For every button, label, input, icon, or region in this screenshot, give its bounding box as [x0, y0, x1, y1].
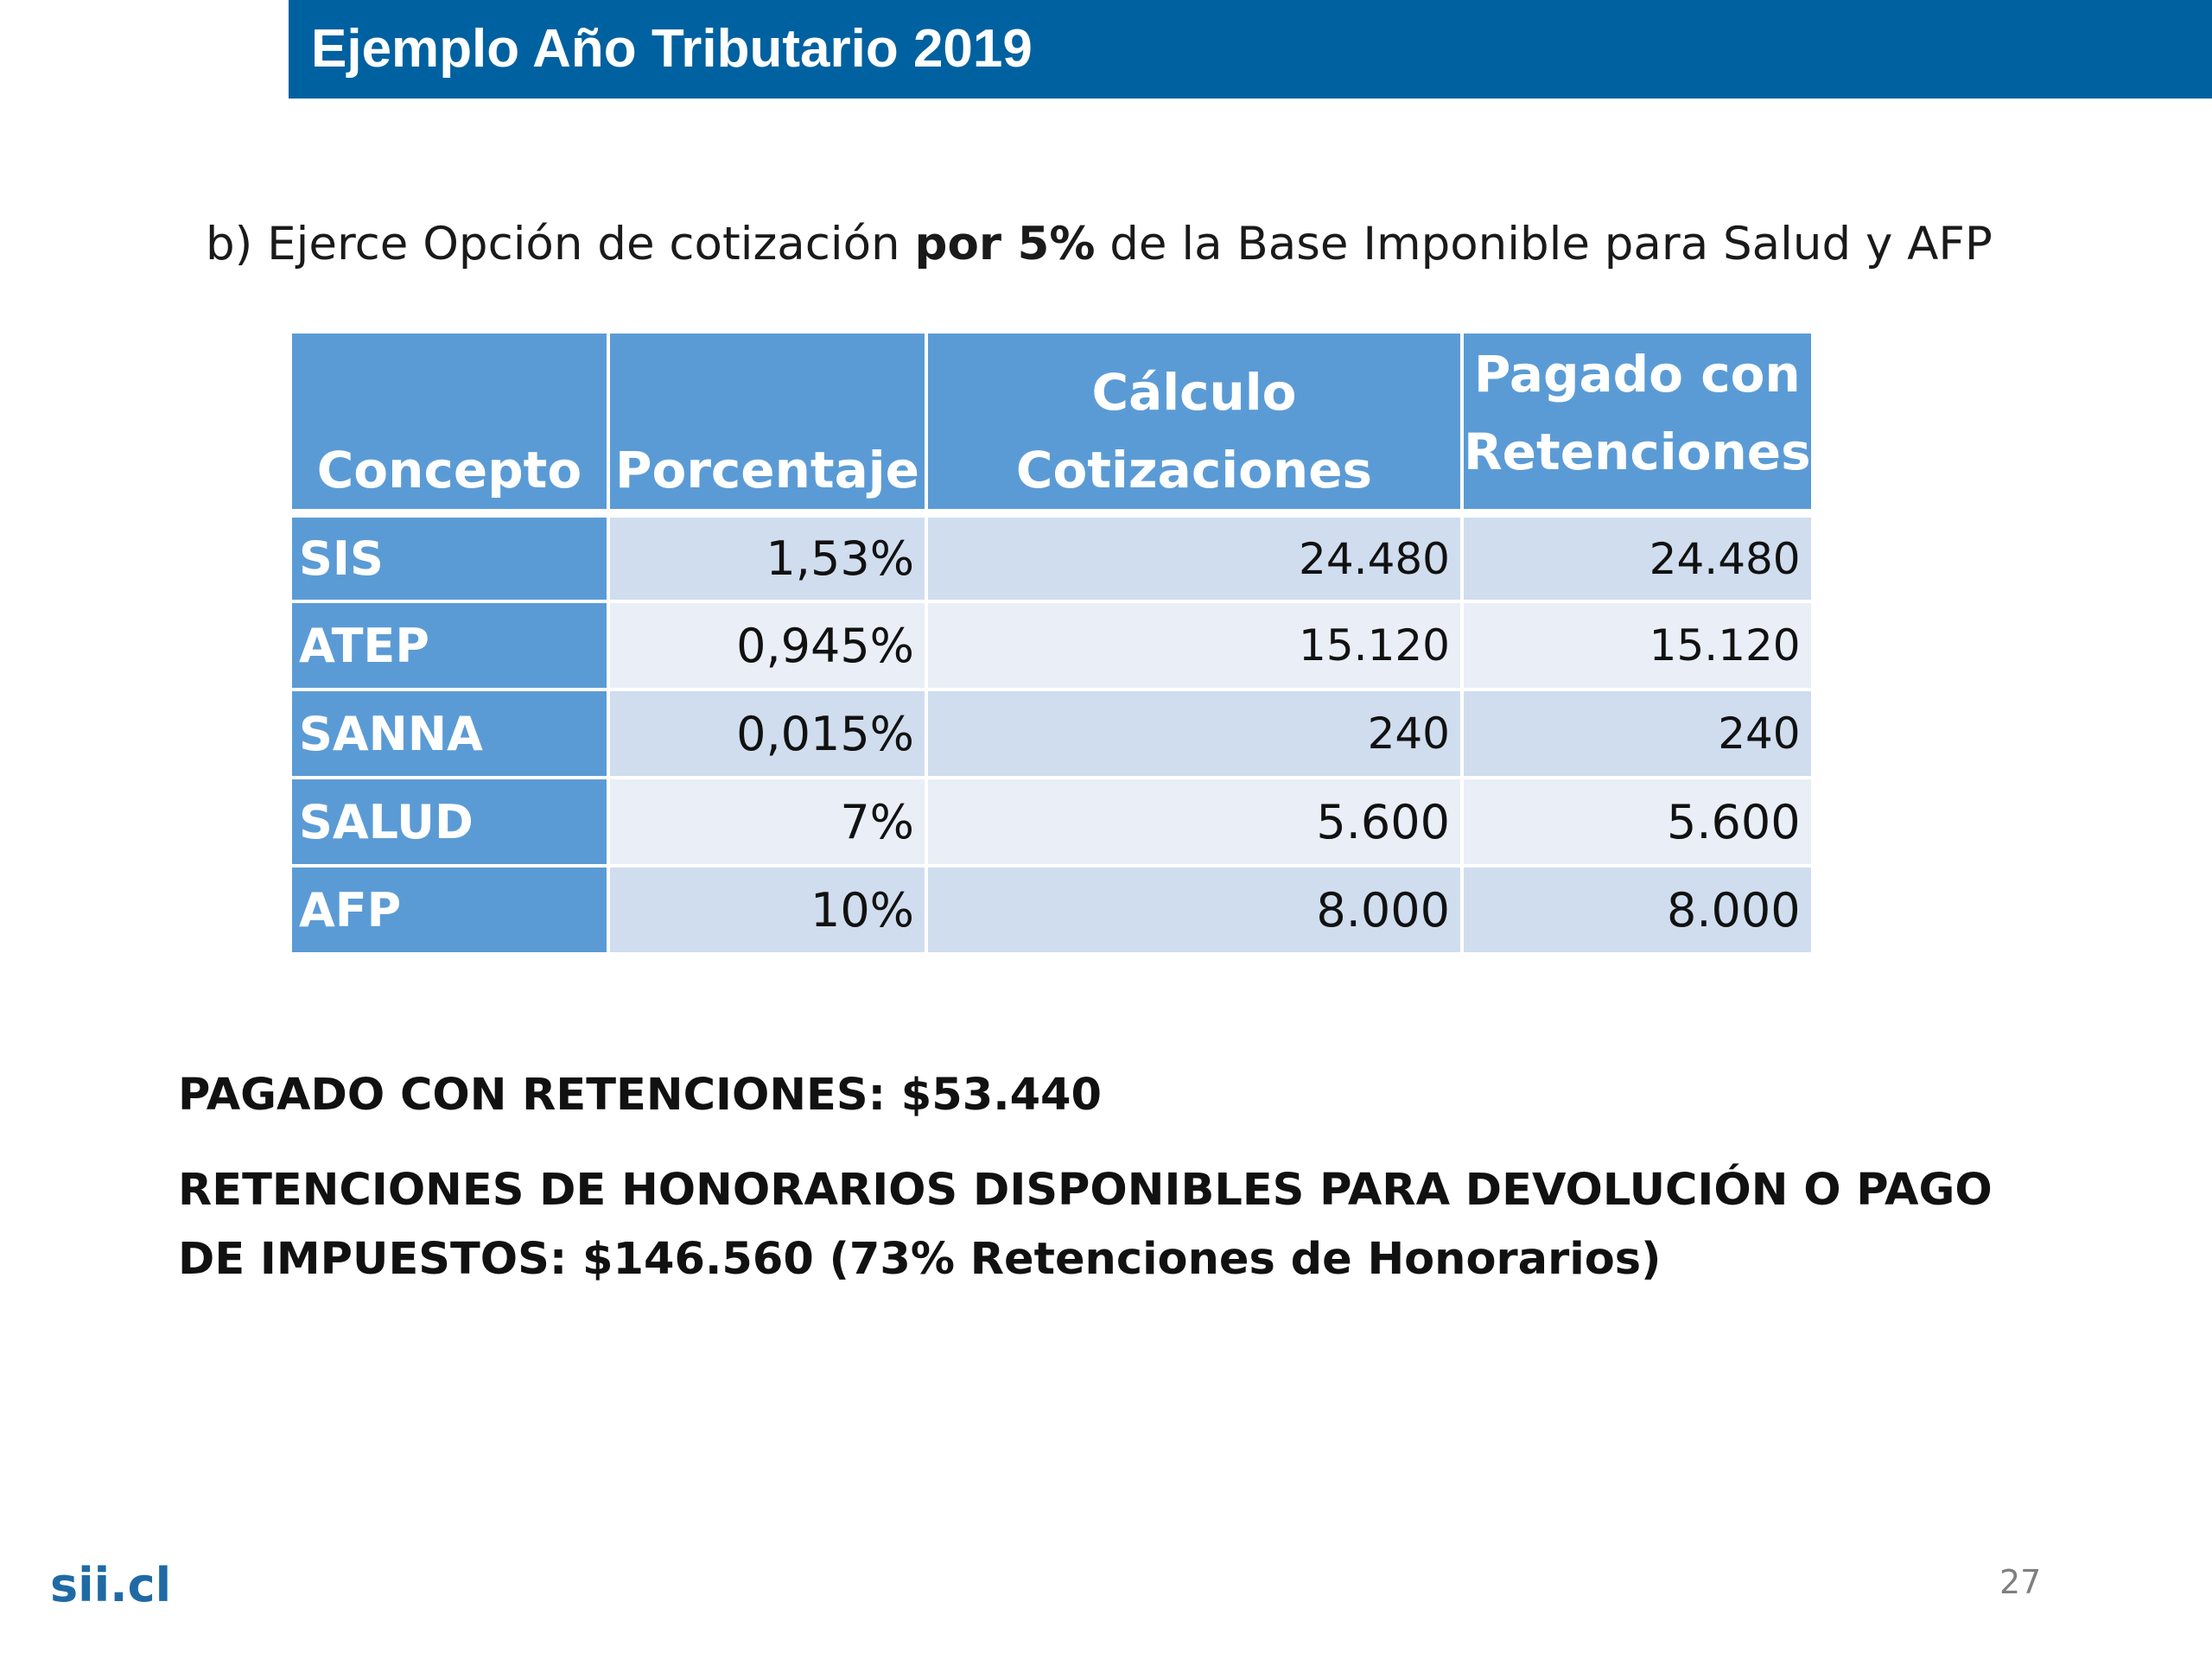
contributions-table: Concepto Porcentaje Cálculo Cotizaciones… [289, 330, 1815, 956]
header-calculo-line2: Cotizaciones [928, 431, 1460, 509]
summary-paid-with-withholdings: PAGADO CON RETENCIONES: $53.440 [178, 1061, 1102, 1130]
cell-porcentaje: 0,015% [608, 690, 926, 778]
cell-pagado: 15.120 [1462, 601, 1813, 690]
cell-calculo: 240 [926, 690, 1462, 778]
header-porcentaje: Porcentaje [608, 332, 926, 513]
table-header-row: Concepto Porcentaje Cálculo Cotizaciones… [290, 332, 1813, 513]
cell-pagado: 8.000 [1462, 866, 1813, 954]
summary-available-withholdings: RETENCIONES DE HONORARIOS DISPONIBLES PA… [178, 1156, 2062, 1294]
header-pagado: Pagado con Retenciones [1462, 332, 1813, 513]
cell-pagado: 24.480 [1462, 513, 1813, 601]
cell-pagado: 5.600 [1462, 778, 1813, 866]
subtitle-bold: por 5% [915, 218, 1096, 270]
slide-subtitle: b) Ejerce Opción de cotización por 5% de… [206, 214, 1993, 275]
cell-pagado: 240 [1462, 690, 1813, 778]
subtitle-suffix: de la Base Imponible para Salud y AFP [1095, 218, 1992, 270]
header-pagado-line2: Retenciones [1464, 413, 1811, 491]
cell-calculo: 15.120 [926, 601, 1462, 690]
cell-concepto: SALUD [290, 778, 608, 866]
cell-concepto: SIS [290, 513, 608, 601]
cell-concepto: AFP [290, 866, 608, 954]
subtitle-prefix: b) Ejerce Opción de cotización [206, 218, 915, 270]
title-bar: Ejemplo Año Tributario 2019 [289, 0, 2212, 99]
table-row: SALUD 7% 5.600 5.600 [290, 778, 1813, 866]
cell-porcentaje: 10% [608, 866, 926, 954]
cell-calculo: 5.600 [926, 778, 1462, 866]
cell-calculo: 8.000 [926, 866, 1462, 954]
table-row: SIS 1,53% 24.480 24.480 [290, 513, 1813, 601]
sii-logo: sii.cl [50, 1555, 171, 1616]
slide-title: Ejemplo Año Tributario 2019 [311, 17, 1033, 81]
page-number: 27 [1999, 1560, 2041, 1604]
header-calculo: Cálculo Cotizaciones [926, 332, 1462, 513]
table-row: AFP 10% 8.000 8.000 [290, 866, 1813, 954]
cell-porcentaje: 7% [608, 778, 926, 866]
header-concepto: Concepto [290, 332, 608, 513]
cell-concepto: ATEP [290, 601, 608, 690]
cell-calculo: 24.480 [926, 513, 1462, 601]
table-row: ATEP 0,945% 15.120 15.120 [290, 601, 1813, 690]
cell-concepto: SANNA [290, 690, 608, 778]
table-row: SANNA 0,015% 240 240 [290, 690, 1813, 778]
header-pagado-line1: Pagado con [1464, 335, 1811, 413]
cell-porcentaje: 1,53% [608, 513, 926, 601]
cell-porcentaje: 0,945% [608, 601, 926, 690]
header-calculo-line1: Cálculo [928, 353, 1460, 431]
